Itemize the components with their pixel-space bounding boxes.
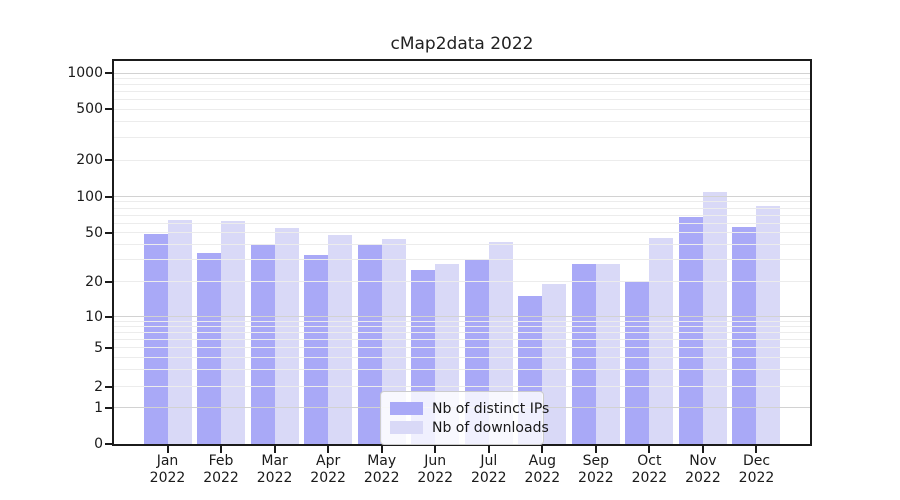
bar-distinct-ips-mar xyxy=(250,244,275,444)
x-axis-tick xyxy=(220,446,223,453)
y-axis-tick xyxy=(105,159,113,161)
x-axis-tick-label-year: 2022 xyxy=(363,470,400,486)
bar-distinct-ips-oct xyxy=(625,281,650,444)
bar-downloads-jan xyxy=(167,219,192,444)
legend-entry-distinct-ips: Nb of distinct IPs xyxy=(390,400,549,417)
y-axis-tick-label: 1000 xyxy=(67,65,103,82)
bar-downloads-feb xyxy=(221,221,246,444)
x-axis-tick xyxy=(380,446,383,453)
x-axis-tick-label: Jun 2022 xyxy=(405,453,465,487)
x-axis-tick xyxy=(273,446,276,453)
x-axis-tick-label-year: 2022 xyxy=(631,470,668,486)
y-axis-tick-label: 100 xyxy=(76,188,103,205)
x-axis-tick-label-year: 2022 xyxy=(203,470,239,486)
y-axis-tick-label: 200 xyxy=(76,152,103,168)
bar-downloads-oct xyxy=(649,238,674,444)
bar-distinct-ips-apr xyxy=(304,254,329,444)
bar-downloads-sep xyxy=(595,263,620,444)
x-axis-tick-label: Jan 2022 xyxy=(138,453,198,487)
x-axis-tick-label: Mar 2022 xyxy=(245,453,305,487)
x-axis-tick-label-year: 2022 xyxy=(738,470,775,486)
x-axis-tick-label-year: 2022 xyxy=(470,470,507,486)
legend-label-distinct-ips: Nb of distinct IPs xyxy=(432,400,550,417)
legend-label-downloads: Nb of downloads xyxy=(432,419,549,436)
x-axis-tick-label-year: 2022 xyxy=(524,470,561,486)
y-axis-tick xyxy=(105,280,113,283)
legend-swatch-downloads xyxy=(390,421,423,434)
bar-downloads-dec xyxy=(756,206,781,444)
x-axis-tick xyxy=(648,446,651,453)
x-axis-tick-label: May 2022 xyxy=(352,453,412,487)
x-axis-tick-label: Oct 2022 xyxy=(619,453,679,487)
bar-downloads-apr xyxy=(328,234,353,444)
x-axis-tick-label: Nov 2022 xyxy=(673,453,733,487)
y-axis-tick-label: 20 xyxy=(85,273,103,290)
legend-entry-downloads: Nb of downloads xyxy=(390,419,549,436)
bar-downloads-nov xyxy=(702,192,727,444)
x-axis-tick-label: Feb 2022 xyxy=(191,453,251,487)
x-axis-tick-label: Aug 2022 xyxy=(512,453,572,487)
y-axis-tick-label: 10 xyxy=(85,308,103,325)
x-axis-tick-label: Jul 2022 xyxy=(459,453,519,487)
x-axis-tick-label-year: 2022 xyxy=(417,470,454,486)
y-axis-tick-label: 50 xyxy=(85,224,103,241)
x-axis-tick xyxy=(434,446,437,453)
x-axis-tick xyxy=(594,446,597,453)
y-axis-tick-label: 500 xyxy=(76,101,103,118)
y-axis-tick xyxy=(105,72,113,75)
x-axis-tick-label-year: 2022 xyxy=(256,470,293,486)
x-axis-tick xyxy=(327,446,330,453)
bar-downloads-aug xyxy=(542,284,567,444)
y-axis-tick xyxy=(105,443,113,445)
x-axis-tick-label-year: 2022 xyxy=(310,470,346,486)
bar-distinct-ips-sep xyxy=(571,263,596,444)
bar-distinct-ips-feb xyxy=(197,253,222,444)
plot-area xyxy=(114,61,810,444)
bar-downloads-mar xyxy=(274,227,299,444)
y-axis-tick xyxy=(105,231,113,234)
bar-distinct-ips-jan xyxy=(143,233,168,444)
y-axis-tick xyxy=(105,346,113,349)
y-axis-tick xyxy=(105,108,113,111)
bar-distinct-ips-nov xyxy=(678,216,703,444)
x-axis-tick xyxy=(487,446,490,453)
legend-swatch-distinct-ips xyxy=(390,402,423,415)
y-axis-tick xyxy=(105,406,113,409)
y-axis-tick xyxy=(105,315,113,318)
x-axis-tick xyxy=(701,446,704,453)
x-axis-tick-label-year: 2022 xyxy=(149,470,186,486)
x-axis-tick-label-year: 2022 xyxy=(685,470,721,486)
y-axis-tick-label: 1 xyxy=(94,399,103,416)
x-axis-tick xyxy=(166,446,169,453)
y-axis-tick-label: 5 xyxy=(94,339,103,356)
x-axis-tick-label: Dec 2022 xyxy=(726,453,786,487)
bar-distinct-ips-dec xyxy=(732,226,757,444)
bars-layer xyxy=(114,61,810,444)
x-axis-tick-label: Sep 2022 xyxy=(566,453,626,487)
bar-distinct-ips-may xyxy=(357,244,382,444)
legend: Nb of distinct IPs Nb of downloads xyxy=(380,391,549,445)
x-axis-tick xyxy=(755,446,758,453)
y-axis-tick-label: 0 xyxy=(94,436,103,452)
x-axis-tick-label: Apr 2022 xyxy=(298,453,358,487)
y-axis-tick xyxy=(105,385,113,388)
y-axis-tick xyxy=(105,195,113,198)
chart-title: cMap2data 2022 xyxy=(390,34,534,54)
x-axis-tick xyxy=(541,446,544,453)
x-axis-tick-label-year: 2022 xyxy=(578,470,614,486)
y-axis-tick-label: 2 xyxy=(94,378,103,395)
